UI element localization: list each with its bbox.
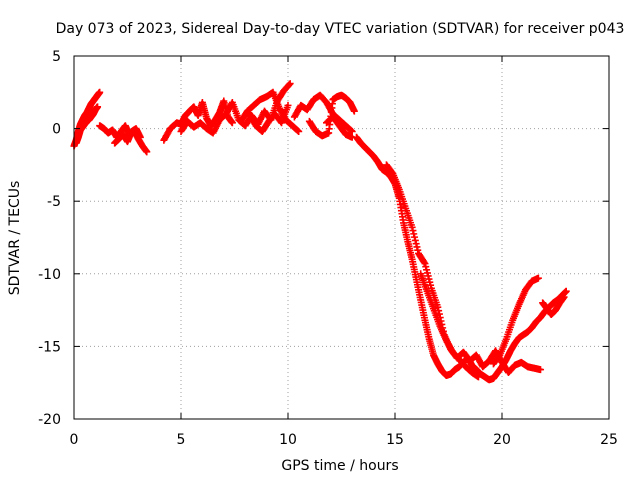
x-axis-label: GPS time / hours (281, 458, 398, 474)
x-tick-label: 15 (386, 432, 404, 448)
plot-frame (73, 55, 610, 420)
data-point (411, 233, 419, 241)
data-point (410, 230, 418, 238)
data-point (228, 119, 236, 127)
data-point (96, 88, 104, 96)
data-point (474, 373, 482, 381)
grid-layer (74, 56, 609, 419)
data-point (414, 246, 422, 254)
data-series (539, 293, 568, 318)
data-point (413, 243, 421, 251)
y-tick-label: -15 (38, 339, 61, 355)
x-tick-label: 5 (177, 432, 186, 448)
x-tick-label: 10 (279, 432, 297, 448)
y-tick-label: 5 (52, 49, 61, 65)
data-point (136, 133, 144, 141)
data-point (94, 103, 102, 111)
data-point (409, 227, 417, 235)
data-point (143, 148, 151, 156)
data-series (160, 97, 236, 144)
data-series (323, 113, 356, 141)
y-tick-label: -20 (38, 412, 61, 428)
data-point (562, 287, 570, 295)
x-tick-label: 25 (600, 432, 618, 448)
data-points-layer (70, 80, 570, 384)
tick-layer: 0 5 10 15 20 25 -20 -15 -10 -5 0 5 (38, 49, 618, 448)
data-point (420, 258, 428, 266)
data-point (537, 366, 545, 374)
x-tick-label: 20 (493, 432, 511, 448)
chart-title: Day 073 of 2023, Sidereal Day-to-day VTE… (56, 21, 625, 37)
y-axis-label: SDTVAR / TECUs (7, 181, 23, 296)
data-point (284, 101, 292, 109)
data-series (290, 91, 356, 136)
data-point (286, 80, 294, 88)
data-series (237, 88, 303, 136)
y-tick-label: -5 (47, 194, 61, 210)
data-point (295, 128, 303, 136)
data-series (489, 274, 542, 368)
data-series (352, 133, 570, 384)
y-tick-label: 0 (52, 122, 61, 138)
data-point (534, 274, 542, 282)
data-series (417, 270, 482, 381)
y-tick-label: -10 (38, 267, 61, 283)
x-tick-label: 0 (70, 432, 79, 448)
data-point (350, 107, 358, 115)
data-point (408, 223, 416, 231)
data-point (285, 80, 293, 88)
data-series (305, 91, 358, 140)
data-series (245, 101, 292, 136)
data-series (382, 161, 545, 377)
data-point (560, 293, 568, 301)
data-series (111, 125, 144, 147)
data-point (412, 240, 420, 248)
data-point (411, 236, 419, 244)
